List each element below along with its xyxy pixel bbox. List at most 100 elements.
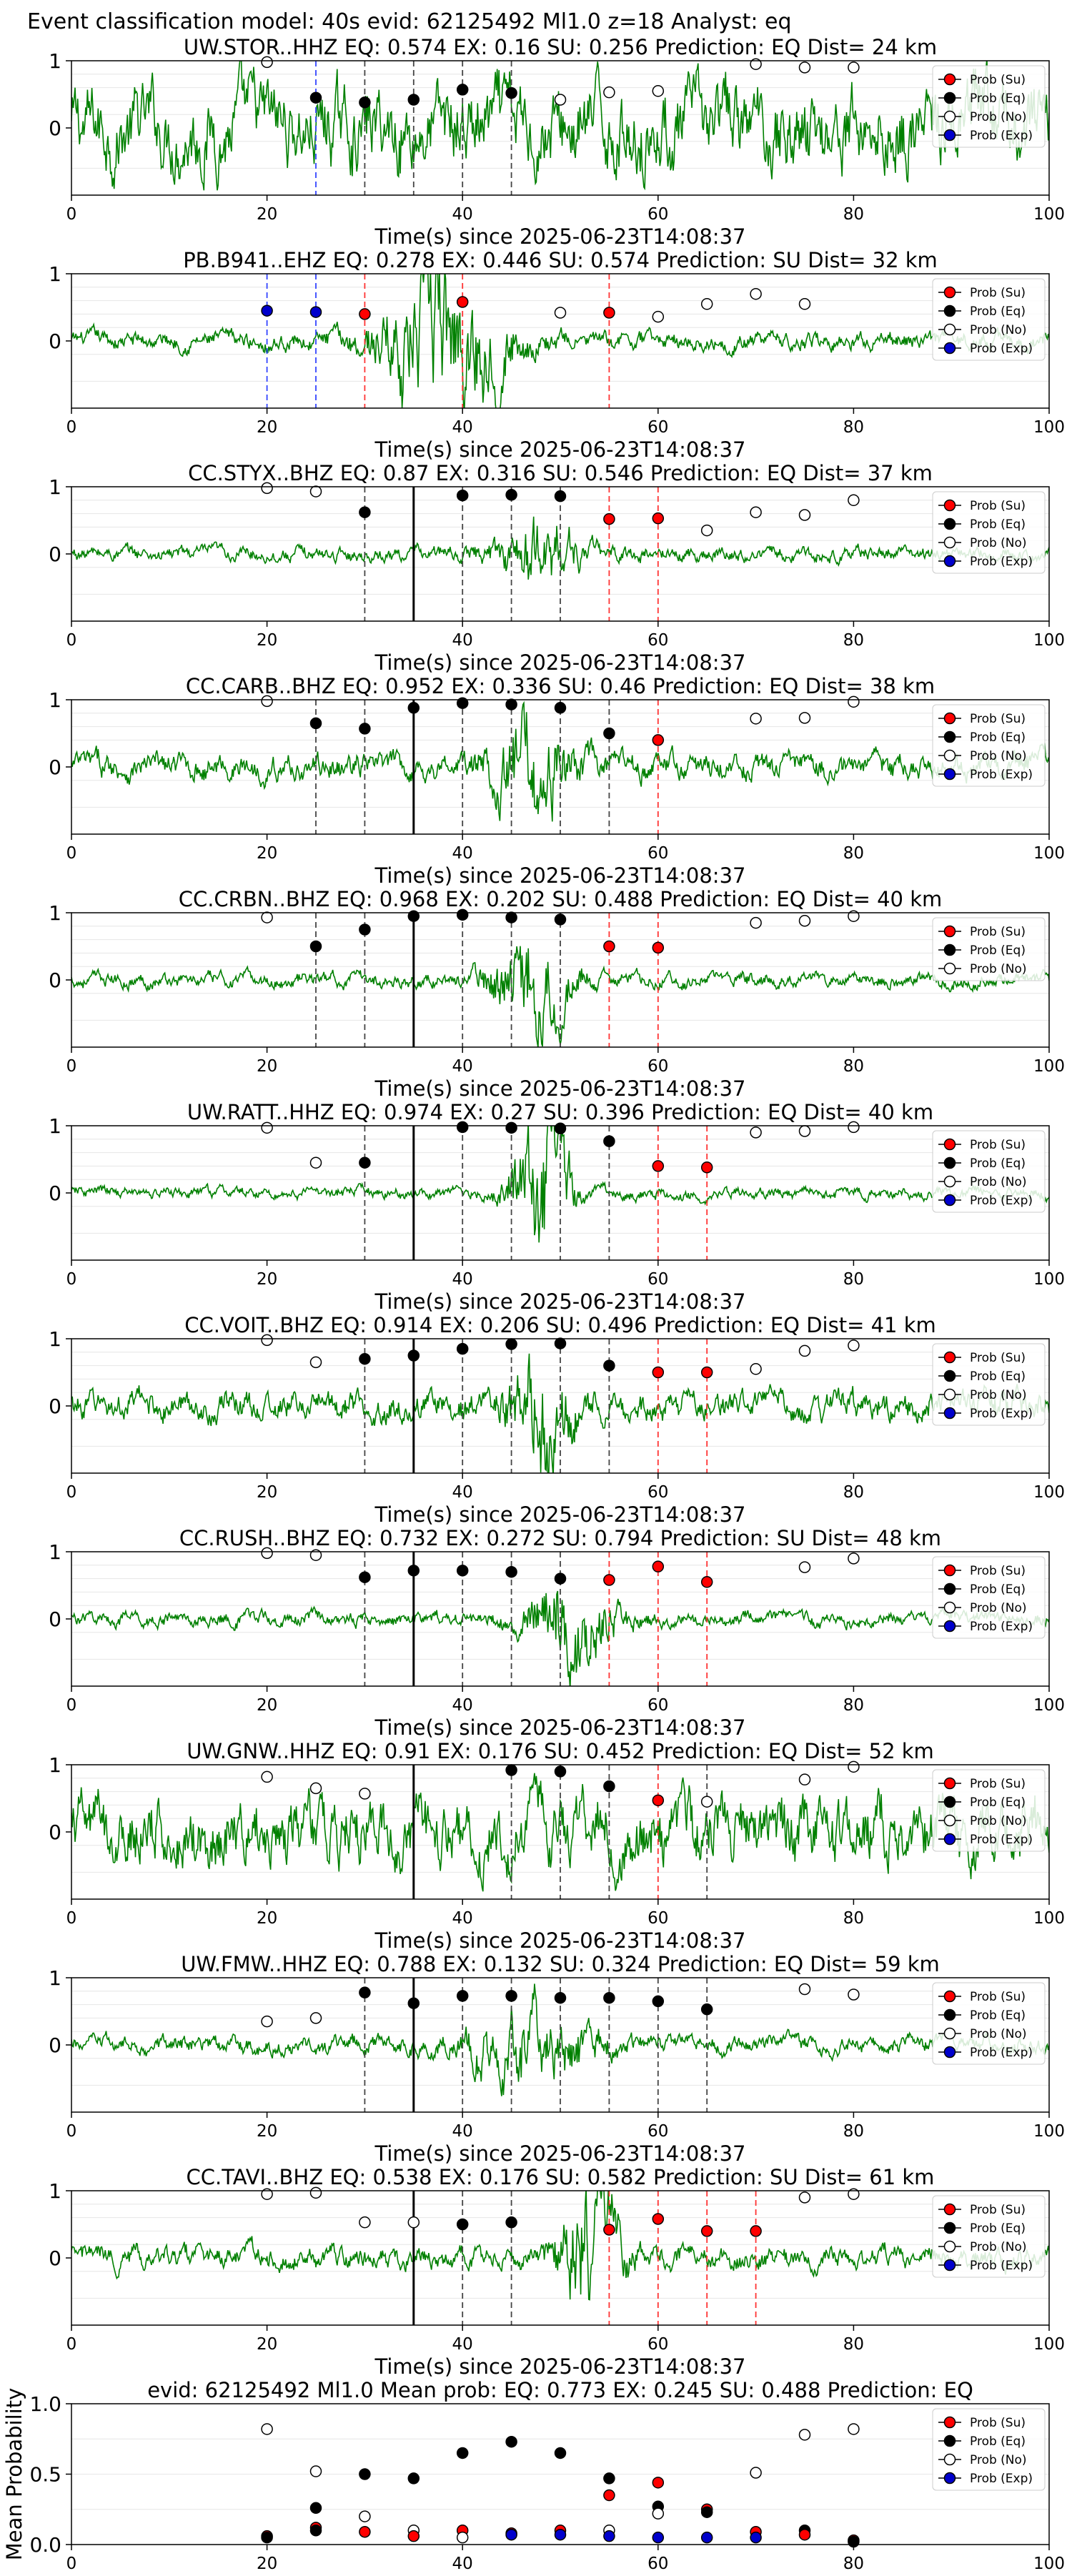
chart-panel-5: CC.CRBN..BHZ EQ: 0.968 EX: 0.202 SU: 0.4… bbox=[49, 887, 1065, 1101]
legend-swatch-no bbox=[943, 962, 956, 975]
y-tick-label: 0 bbox=[49, 1607, 61, 1631]
x-tick-label: 40 bbox=[452, 2335, 473, 2354]
prob-point-no bbox=[848, 1339, 860, 1352]
prob-point-eq bbox=[456, 1342, 469, 1355]
chart-panel-2: PB.B941..EHZ EQ: 0.278 EX: 0.446 SU: 0.5… bbox=[49, 248, 1065, 462]
legend-box bbox=[932, 1769, 1046, 1852]
prob-point-eq bbox=[456, 1565, 469, 1577]
x-tick-label: 80 bbox=[843, 2122, 864, 2141]
x-tick-label: 20 bbox=[257, 1909, 277, 1928]
legend: Prob (Su) Prob (Eq) Prob (No) Prob (Exp) bbox=[932, 1343, 1046, 1426]
legend-swatch-eq bbox=[943, 2221, 956, 2234]
chart-title: PB.B941..EHZ EQ: 0.278 EX: 0.446 SU: 0.5… bbox=[183, 248, 938, 272]
prob-point-no bbox=[848, 2188, 860, 2200]
prob-point-eq bbox=[554, 2447, 567, 2459]
legend: Prob (Su) Prob (Eq) Prob (No) Prob (Exp) bbox=[932, 2408, 1046, 2491]
chart-title: UW.RATT..HHZ EQ: 0.974 EX: 0.27 SU: 0.39… bbox=[187, 1100, 933, 1124]
prob-point-no bbox=[261, 1547, 273, 1560]
prob-point-eq bbox=[505, 1990, 517, 2002]
prob-point-eq bbox=[603, 1359, 615, 1372]
legend-label: Prob (Su) bbox=[970, 1351, 1026, 1365]
x-axis-label: Time(s) since 2025-06-23T14:08:37 bbox=[374, 1715, 746, 1740]
legend: Prob (Su) Prob (Eq) Prob (No) Prob (Exp) bbox=[932, 1130, 1046, 1213]
prob-point-no bbox=[848, 61, 860, 74]
legend-label: Prob (Exp) bbox=[970, 129, 1033, 143]
legend-swatch-su bbox=[943, 286, 956, 299]
prob-point-eq bbox=[359, 923, 371, 936]
x-tick-label: 60 bbox=[647, 2555, 668, 2573]
x-tick-label: 40 bbox=[452, 1696, 473, 1715]
prob-point-no bbox=[309, 1356, 322, 1369]
legend-label: Prob (Eq) bbox=[970, 943, 1026, 958]
prob-point-eq bbox=[554, 1572, 567, 1585]
legend: Prob (Su) Prob (Eq) Prob (No) bbox=[932, 917, 1046, 981]
prob-point-su bbox=[456, 296, 469, 308]
x-tick-label: 100 bbox=[1033, 1696, 1065, 1715]
y-axis-label: Mean Probability bbox=[2, 2388, 26, 2561]
legend-swatch-no bbox=[943, 323, 956, 336]
legend-swatch-exp bbox=[943, 2259, 956, 2272]
y-tick-label: 0 bbox=[49, 1820, 61, 1844]
x-tick-label: 80 bbox=[843, 1909, 864, 1928]
x-tick-label: 20 bbox=[257, 1057, 277, 1076]
prob-point-su bbox=[700, 1161, 713, 1174]
legend-label: Prob (No) bbox=[970, 536, 1027, 550]
legend-label: Prob (Eq) bbox=[970, 2008, 1026, 2023]
prob-point-eq bbox=[309, 940, 322, 953]
prob-point-eq bbox=[505, 1338, 517, 1350]
prob-point-eq bbox=[456, 489, 469, 502]
prob-point-eq bbox=[505, 489, 517, 501]
y-tick-label: 0 bbox=[49, 1394, 61, 1418]
legend-swatch-su bbox=[943, 925, 956, 938]
legend-swatch-no bbox=[943, 536, 956, 549]
chart-title: UW.FMW..HHZ EQ: 0.788 EX: 0.132 SU: 0.32… bbox=[181, 1952, 940, 1976]
legend-box bbox=[932, 1343, 1046, 1426]
x-tick-label: 60 bbox=[647, 1057, 668, 1076]
prob-point-su bbox=[603, 1574, 615, 1586]
prob-point-eq bbox=[700, 2506, 713, 2518]
prob-point-no bbox=[848, 1121, 860, 1134]
legend-label: Prob (No) bbox=[970, 749, 1027, 763]
x-tick-label: 40 bbox=[452, 1483, 473, 1502]
prob-point-su bbox=[652, 1160, 665, 1172]
prob-point-eq bbox=[359, 1156, 371, 1169]
x-tick-label: 40 bbox=[452, 2555, 473, 2573]
prob-point-no bbox=[261, 1770, 273, 1783]
legend-label: Prob (Su) bbox=[970, 499, 1026, 513]
prob-point-eq bbox=[554, 1991, 567, 2004]
prob-point-no bbox=[261, 911, 273, 923]
prob-point-su bbox=[750, 2225, 762, 2237]
chart-title: UW.STOR..HHZ EQ: 0.574 EX: 0.16 SU: 0.25… bbox=[184, 35, 937, 59]
chart-panel-1: UW.STOR..HHZ EQ: 0.574 EX: 0.16 SU: 0.25… bbox=[49, 35, 1065, 249]
prob-point-no bbox=[652, 2507, 665, 2520]
prob-point-no bbox=[798, 2191, 811, 2204]
legend-swatch-exp bbox=[943, 129, 956, 142]
prob-point-eq bbox=[554, 913, 567, 926]
prob-point-exp bbox=[261, 304, 273, 317]
x-tick-label: 80 bbox=[843, 1057, 864, 1076]
x-tick-label: 0 bbox=[66, 631, 77, 650]
prob-point-no bbox=[309, 2186, 322, 2199]
legend-label: Prob (No) bbox=[970, 2240, 1027, 2254]
prob-point-no bbox=[603, 86, 615, 99]
legend-swatch-exp bbox=[943, 1194, 956, 1207]
prob-point-no bbox=[798, 2429, 811, 2441]
legend-swatch-su bbox=[943, 2203, 956, 2216]
x-tick-label: 80 bbox=[843, 844, 864, 863]
prob-point-su bbox=[700, 1366, 713, 1379]
x-tick-label: 100 bbox=[1033, 205, 1065, 224]
legend-swatch-eq bbox=[943, 2434, 956, 2447]
prob-point-no bbox=[848, 2423, 860, 2435]
prob-point-exp bbox=[505, 2528, 517, 2541]
legend-label: Prob (Eq) bbox=[970, 1582, 1026, 1597]
prob-point-su bbox=[798, 2528, 811, 2541]
chart-title: UW.GNW..HHZ EQ: 0.91 EX: 0.176 SU: 0.452… bbox=[187, 1739, 934, 1763]
x-tick-label: 0 bbox=[66, 205, 77, 224]
prob-point-no bbox=[750, 713, 762, 725]
legend-label: Prob (No) bbox=[970, 2453, 1027, 2467]
prob-point-eq bbox=[359, 723, 371, 735]
x-tick-label: 40 bbox=[452, 1909, 473, 1928]
legend: Prob (Su) Prob (Eq) Prob (No) Prob (Exp) bbox=[932, 65, 1046, 148]
prob-point-no bbox=[798, 915, 811, 927]
